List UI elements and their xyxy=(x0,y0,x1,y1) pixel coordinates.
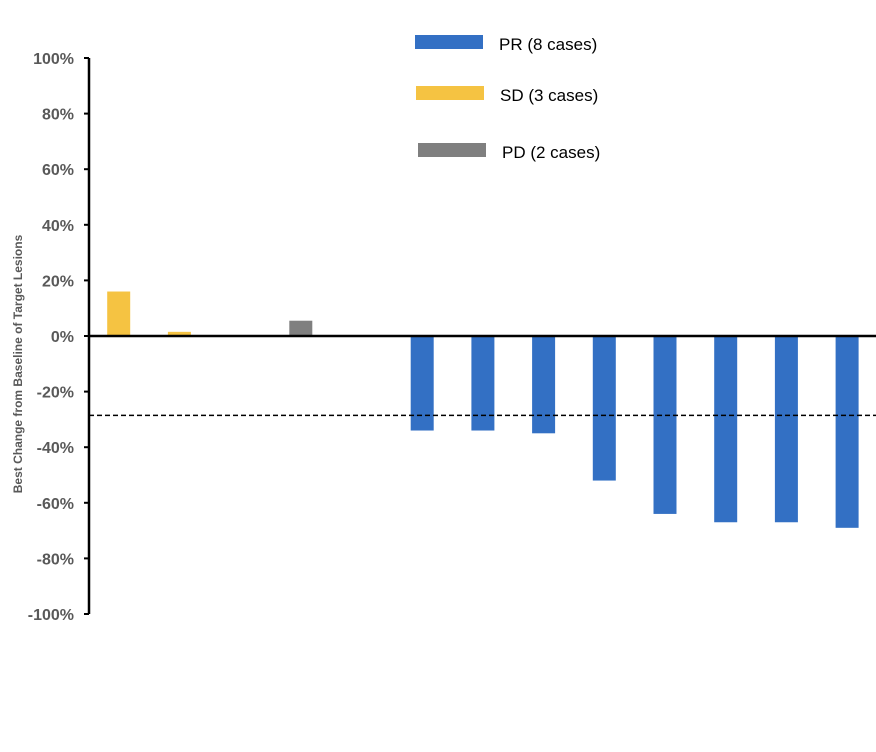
bar xyxy=(835,336,859,528)
bar xyxy=(592,336,616,481)
y-tick-label: -80% xyxy=(37,551,74,568)
bars xyxy=(107,291,859,528)
y-tick-label: -100% xyxy=(28,607,74,624)
bar xyxy=(471,336,495,431)
bar xyxy=(289,320,313,336)
y-tick-label: 80% xyxy=(42,107,74,124)
y-tick-label: -60% xyxy=(37,496,74,513)
y-tick-label: 60% xyxy=(42,162,74,179)
y-axis-label: Best Change from Baseline of Target Lesi… xyxy=(11,234,25,493)
legend-swatch xyxy=(416,86,484,100)
y-tick-labels: 100% 80% 60% 40% 20% 0% -20% -40% -60% -80% -100% xyxy=(28,51,74,624)
y-tick-label: 40% xyxy=(42,218,74,235)
legend: PR (8 cases) SD (3 cases) PD (2 cases) xyxy=(415,35,600,162)
bar xyxy=(410,336,434,431)
legend-label: PD (2 cases) xyxy=(502,143,600,162)
y-tick-label: 100% xyxy=(33,51,74,68)
legend-swatch xyxy=(415,35,483,49)
bar xyxy=(532,336,556,434)
legend-label: PR (8 cases) xyxy=(499,35,597,54)
bar xyxy=(167,331,191,336)
bar xyxy=(774,336,798,523)
y-tick-label: -40% xyxy=(37,440,74,457)
bar xyxy=(714,336,738,523)
legend-swatch xyxy=(418,143,486,157)
y-axis xyxy=(84,57,91,615)
bar xyxy=(107,291,131,336)
y-tick-label: -20% xyxy=(37,385,74,402)
y-tick-label: 20% xyxy=(42,273,74,290)
y-tick-label: 0% xyxy=(51,329,74,346)
bar xyxy=(653,336,677,514)
legend-label: SD (3 cases) xyxy=(500,86,598,105)
